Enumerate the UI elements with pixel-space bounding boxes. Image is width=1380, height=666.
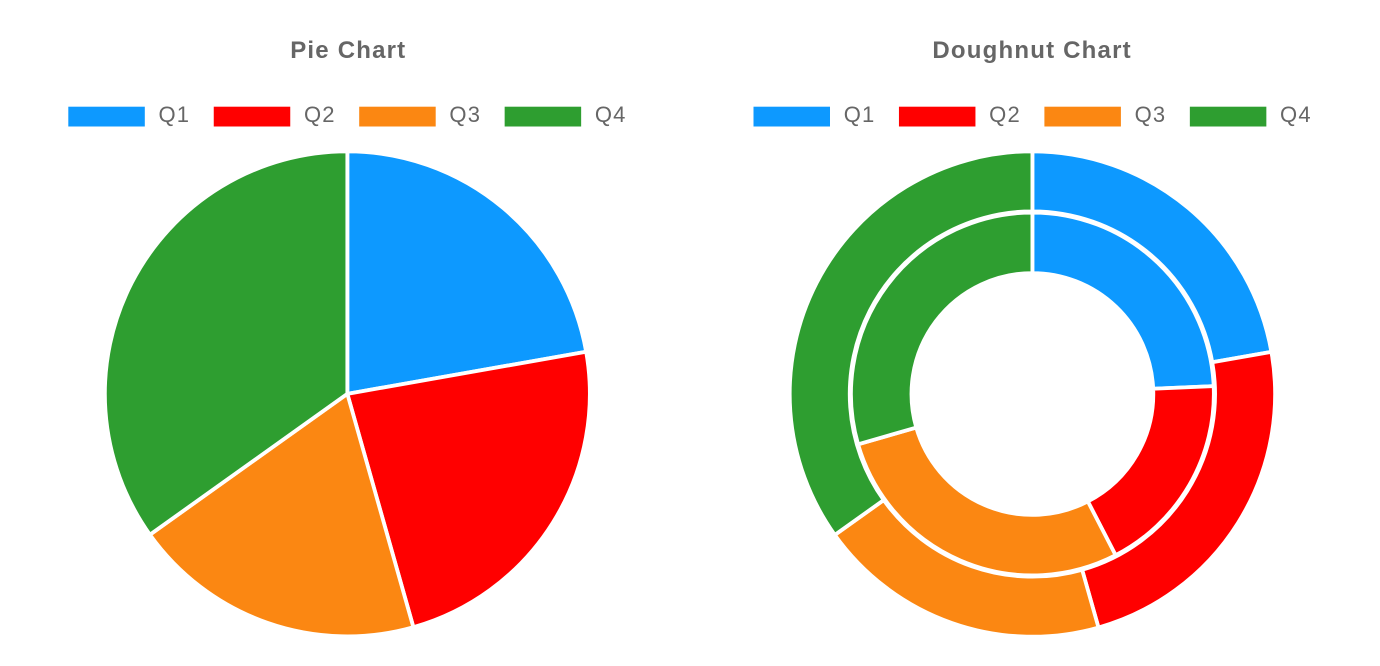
svg-text:Pie Chart: Pie Chart	[290, 37, 406, 64]
svg-text:Q1: Q1	[159, 102, 191, 127]
svg-text:Q4: Q4	[1280, 102, 1312, 127]
svg-text:Q1: Q1	[844, 102, 876, 127]
svg-text:Q2: Q2	[989, 102, 1021, 127]
svg-text:Q3: Q3	[449, 102, 481, 127]
svg-text:Doughnut Chart: Doughnut Chart	[932, 37, 1131, 64]
svg-text:Q4: Q4	[595, 102, 627, 127]
svg-text:Q3: Q3	[1135, 102, 1167, 127]
svg-text:Q2: Q2	[304, 102, 336, 127]
